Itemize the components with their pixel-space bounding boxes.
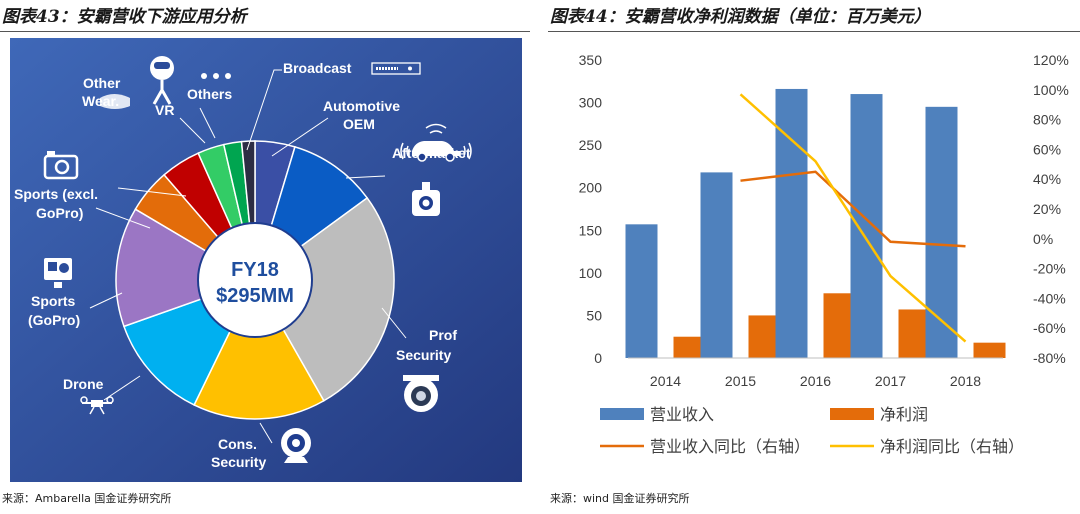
label-drone: Drone [63,376,104,392]
left-y-tick: 250 [579,137,603,153]
left-y-tick: 300 [579,95,603,111]
legend-swatch-1 [830,408,874,420]
gopro-camera-icon [44,258,72,288]
bar-revenue-2018 [925,106,958,358]
right-y-tick: 60% [1033,141,1061,157]
pie-chart-panel: FY18 $295MM Broadcast Automotive OEM Aft… [10,38,522,482]
legend-label-1: 净利润 [880,405,928,424]
pie-slice-5 [115,208,257,328]
left-y-tick: 350 [579,52,603,68]
label-prof: Prof [429,327,457,343]
lines [739,93,967,343]
car-icon [400,123,472,162]
webcam-icon [281,428,311,463]
left-y-tick: 50 [586,307,602,323]
label-prof-security: Security [396,347,451,363]
pie-slice-2 [254,196,395,402]
legend-swatch-0 [600,408,644,420]
left-axis-ticks: 0 50 100 150 200 250 300 350 [579,52,603,366]
left-y-tick: 100 [579,265,603,281]
label-sports-excl-2: GoPro) [36,205,83,221]
right-y-tick: 100% [1033,82,1069,98]
label-vr: VR [155,102,174,118]
bar-net-profit-2014 [673,336,706,358]
right-y-tick: 0% [1033,231,1053,247]
label-broadcast: Broadcast [283,60,352,76]
pie-center-label-1: FY18 [231,259,279,281]
label-automotive: Automotive [323,98,400,114]
bars [625,88,1006,359]
bar-revenue-2014 [625,224,658,358]
right-source: 来源：wind 国金证券研究所 [550,492,690,505]
bar-net-profit-2016 [823,293,856,358]
x-tick-label: 2017 [875,373,906,389]
left-y-tick: 200 [579,180,603,196]
pie-center-circle [197,222,313,338]
right-y-tick: 40% [1033,171,1061,187]
legend-label-2: 营业收入同比（右轴） [650,437,810,456]
vr-headset-icon [150,56,174,105]
action-camera-icon [43,151,79,180]
left-source: 来源：Ambarella 国金证券研究所 [2,492,172,505]
bar-net-profit-2018 [973,342,1006,358]
legend-label-0: 营业收入 [650,405,714,424]
right-y-tick: -20% [1033,261,1066,277]
right-y-tick: 80% [1033,112,1061,128]
line-net-profit-yoy [739,93,967,343]
bar-revenue-2016 [775,88,808,358]
label-sports-gopro-2: (GoPro) [28,312,80,328]
bar-net-profit-2015 [748,315,781,358]
right-title-rule [548,31,1080,32]
security-camera-icon [403,375,439,412]
bar-net-profit-2017 [898,309,931,358]
label-sports-gopro: Sports [31,293,76,309]
pie-chart: FY18 $295MM Broadcast Automotive OEM Aft… [10,38,522,482]
right-figure-title: 图表44：安霸营收净利润数据（单位：百万美元） [550,7,931,27]
bar-line-combo-chart: 0 50 100 150 200 250 300 350 -80% -60% -40% -20% 0%… [579,52,1069,456]
left-y-tick: 0 [594,350,602,366]
legend-label-3: 净利润同比（右轴） [880,437,1024,456]
pie-slice-3 [193,278,325,420]
left-figure-title: 图表43：安霸营收下游应用分析 [2,7,247,27]
left-title-rule [0,31,530,32]
x-tick-label: 2016 [800,373,831,389]
label-sports-excl: Sports (excl. [14,186,98,202]
x-axis: 2014 2015 2016 2017 2018 [628,357,1003,389]
right-axis-ticks: -80% -60% -40% -20% 0% 20% 40% 60% 80% 100% 120% [1033,52,1069,366]
label-other: Other [83,75,121,91]
wearable-icon [100,94,130,109]
dashcam-icon [412,182,440,216]
pie-slices [115,140,395,420]
right-y-tick: -80% [1033,350,1066,366]
label-cons: Cons. [218,436,257,452]
right-y-tick: -40% [1033,290,1066,306]
x-tick-label: 2018 [950,373,981,389]
label-cons-security: Security [211,454,266,470]
pie-leader-lines [89,69,407,444]
bar-chart-panel: 0 50 100 150 200 250 300 350 -80% -60% -40% -20% 0%… [548,38,1080,482]
x-tick-label: 2014 [650,373,681,389]
right-y-tick: 120% [1033,52,1069,68]
right-y-tick: -60% [1033,320,1066,336]
broadcast-icon [371,62,421,75]
line-revenue-yoy [740,170,966,248]
label-oem: OEM [343,116,375,132]
right-y-tick: 20% [1033,201,1061,217]
others-dots-icon [201,73,231,79]
label-others: Others [187,86,232,102]
bar-revenue-2015 [700,172,733,358]
bar-revenue-2017 [850,94,883,359]
pie-center-label-2: $295MM [216,285,294,307]
x-tick-label: 2015 [725,373,756,389]
drone-icon [80,396,114,415]
left-y-tick: 150 [579,222,603,238]
